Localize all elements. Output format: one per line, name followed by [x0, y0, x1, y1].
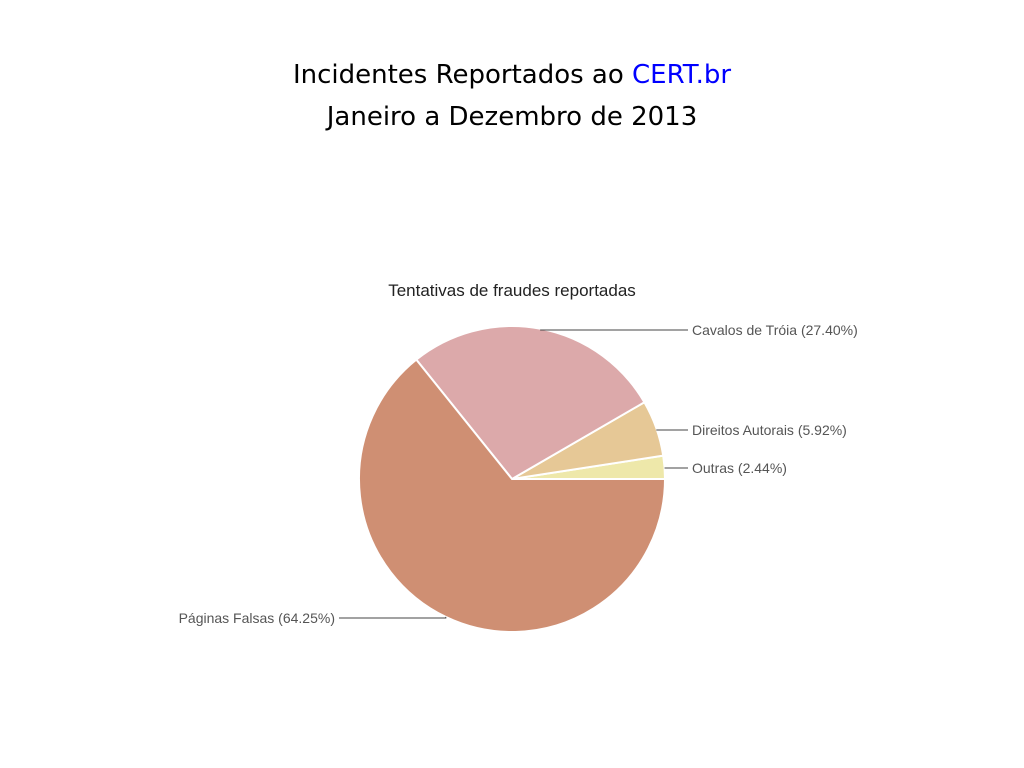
pie-slices — [358, 325, 667, 633]
slide-title-line: Incidentes Reportados ao CERT.br — [0, 54, 1024, 96]
slice-label-cavalos-de-troia: Cavalos de Tróia (27.40%) — [692, 322, 858, 338]
leader-lines — [339, 329, 688, 619]
title-prefix: Incidentes Reportados ao — [292, 60, 633, 90]
slice-label-paginas-falsas: Páginas Falsas (64.25%) — [179, 610, 335, 626]
slice-labels: Outras (2.44%) Direitos Autorais (5.92%) C… — [179, 322, 858, 626]
pie-slice-cavalos-de-troia — [414, 325, 646, 481]
leader-line-paginas-falsas — [339, 616, 447, 619]
slide-subtitle: Janeiro a Dezembro de 2013 — [326, 102, 698, 132]
slice-label-outras: Outras (2.44%) — [692, 460, 787, 476]
chart-title: Tentativas de fraudes reportadas — [388, 281, 636, 300]
title-brand: CERT.br — [632, 60, 732, 90]
slice-label-direitos-autorais: Direitos Autorais (5.92%) — [692, 422, 847, 438]
slide-title: Incidentes Reportados ao CERT.br Janeiro… — [0, 54, 1024, 138]
